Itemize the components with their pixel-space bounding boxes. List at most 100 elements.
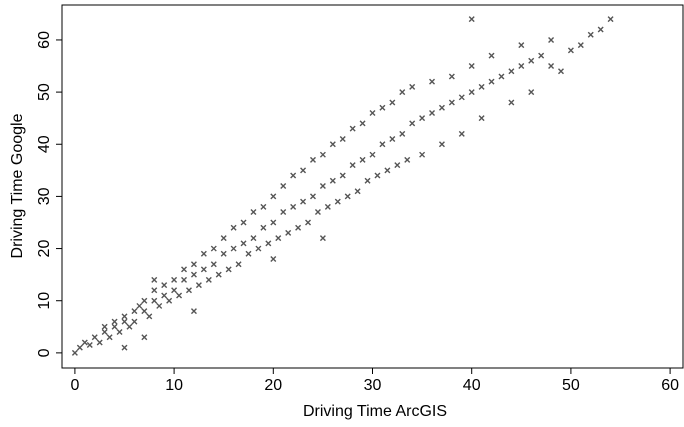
x-tick-label: 50 xyxy=(562,377,580,394)
point xyxy=(121,318,128,325)
point xyxy=(597,26,604,33)
point xyxy=(290,203,297,210)
point xyxy=(344,193,351,200)
point xyxy=(339,172,346,179)
point xyxy=(260,203,267,210)
point xyxy=(468,63,475,70)
x-axis-label: Driving Time ArcGIS xyxy=(303,403,447,420)
point xyxy=(166,297,173,304)
point xyxy=(324,203,331,210)
point xyxy=(528,57,535,64)
point xyxy=(329,177,336,184)
point xyxy=(438,104,445,111)
point xyxy=(280,182,287,189)
point xyxy=(195,282,202,289)
point xyxy=(151,276,158,283)
point xyxy=(260,224,267,231)
point xyxy=(151,287,158,294)
point xyxy=(176,292,183,299)
x-tick-label: 40 xyxy=(463,377,481,394)
point xyxy=(131,318,138,325)
point xyxy=(379,104,386,111)
point xyxy=(359,120,366,127)
point xyxy=(389,136,396,143)
point xyxy=(334,198,341,205)
point xyxy=(126,323,133,330)
point xyxy=(101,329,108,336)
point xyxy=(161,282,168,289)
point xyxy=(359,156,366,163)
point xyxy=(314,209,321,216)
point xyxy=(438,141,445,148)
point xyxy=(151,297,158,304)
point xyxy=(141,297,148,304)
point xyxy=(339,136,346,143)
x-tick-label: 10 xyxy=(165,377,183,394)
point xyxy=(508,99,515,106)
point xyxy=(295,224,302,231)
point xyxy=(86,342,93,349)
point xyxy=(429,78,436,85)
point xyxy=(285,229,292,236)
y-tick-label: 0 xyxy=(36,348,53,357)
point xyxy=(309,193,316,200)
point xyxy=(250,209,257,216)
point xyxy=(518,42,525,49)
point xyxy=(230,245,237,252)
point xyxy=(399,130,406,137)
point xyxy=(220,250,227,257)
x-tick-label: 60 xyxy=(661,377,679,394)
point xyxy=(121,313,128,320)
point xyxy=(448,73,455,80)
point xyxy=(379,141,386,148)
point xyxy=(116,329,123,336)
y-tick-label: 50 xyxy=(36,83,53,101)
point xyxy=(270,219,277,226)
point xyxy=(111,323,118,330)
point xyxy=(190,261,197,268)
point xyxy=(468,16,475,23)
point xyxy=(101,323,108,330)
point xyxy=(518,63,525,70)
point xyxy=(419,115,426,122)
point xyxy=(409,120,416,127)
point xyxy=(319,235,326,242)
point xyxy=(210,261,217,268)
point xyxy=(478,115,485,122)
point xyxy=(111,318,118,325)
point xyxy=(235,261,242,268)
point xyxy=(419,151,426,158)
point xyxy=(161,292,168,299)
point xyxy=(121,344,128,351)
point xyxy=(429,109,436,116)
point xyxy=(577,42,584,49)
point xyxy=(136,302,143,309)
point xyxy=(141,308,148,315)
point xyxy=(255,245,262,252)
point xyxy=(498,73,505,80)
point xyxy=(245,250,252,257)
y-tick-label: 40 xyxy=(36,135,53,153)
point xyxy=(185,287,192,294)
plot-frame xyxy=(61,4,684,369)
point xyxy=(409,83,416,90)
point xyxy=(587,31,594,38)
point xyxy=(607,16,614,23)
point xyxy=(399,89,406,96)
point xyxy=(225,266,232,273)
point xyxy=(76,344,83,351)
point xyxy=(448,99,455,106)
point xyxy=(230,224,237,231)
point xyxy=(141,334,148,341)
point xyxy=(329,141,336,148)
point xyxy=(81,339,88,346)
point xyxy=(71,349,78,356)
point xyxy=(349,125,356,132)
y-axis-label: Driving Time Google xyxy=(9,113,26,258)
point xyxy=(200,250,207,257)
point xyxy=(290,172,297,179)
point xyxy=(275,235,282,242)
point xyxy=(205,276,212,283)
point xyxy=(488,52,495,59)
point xyxy=(250,235,257,242)
